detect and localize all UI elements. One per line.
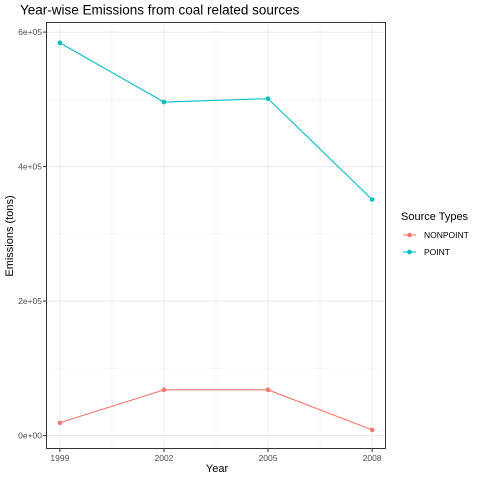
x-axis-title: Year [206, 463, 229, 475]
series-line-nonpoint [59, 389, 373, 431]
plot-border [46, 22, 386, 449]
data-point-nonpoint [57, 420, 63, 426]
data-point-point [369, 197, 375, 202]
y-axis-title: Emissions (tons) [4, 195, 16, 276]
x-axis: 1999 2002 2005 2008 [50, 449, 382, 463]
legend-items: NONPOINT POINT [403, 230, 469, 257]
minor-gridlines [46, 22, 386, 449]
y-tick-label: 4e+05 [18, 162, 42, 172]
data-point-nonpoint [161, 387, 167, 393]
series-layer [57, 40, 375, 433]
series-line-point [59, 42, 373, 200]
legend: Source Types NONPOINT POINT [401, 211, 469, 257]
data-point-point [265, 96, 271, 101]
legend-label-point: POINT [424, 247, 450, 257]
data-point-point [161, 99, 167, 105]
data-point-point [57, 40, 63, 46]
x-tick-label: 2002 [154, 453, 173, 463]
x-tick-label: 2008 [363, 453, 382, 463]
legend-key-point-point [407, 249, 412, 255]
legend-key-point-nonpoint [407, 232, 412, 238]
y-axis: 0e+00 2e+05 4e+05 6e+05 [18, 27, 46, 441]
y-tick-label: 0e+00 [18, 431, 42, 441]
data-point-nonpoint [369, 427, 375, 433]
legend-title: Source Types [401, 211, 469, 223]
data-point-nonpoint [265, 387, 271, 393]
chart-title: Year-wise Emissions from coal related so… [20, 3, 300, 18]
x-tick-label: 2005 [259, 453, 278, 463]
legend-label-nonpoint: NONPOINT [424, 230, 469, 240]
x-tick-label: 1999 [50, 453, 69, 463]
y-tick-label: 6e+05 [18, 27, 42, 37]
major-gridlines [46, 22, 386, 449]
y-tick-label: 2e+05 [18, 296, 42, 306]
